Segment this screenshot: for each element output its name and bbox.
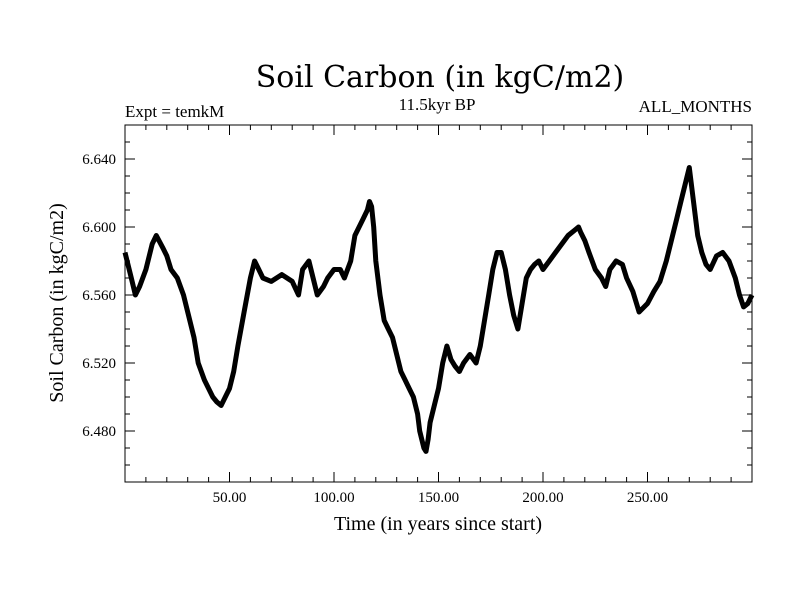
- plot-area: [122, 165, 755, 454]
- y-tick-label: 6.600: [82, 220, 116, 236]
- period-label: 11.5kyr BP: [399, 95, 476, 114]
- y-axis-label: Soil Carbon (in kgC/m2): [46, 203, 68, 402]
- plot-frame: [124, 124, 753, 483]
- x-tick-label: 50.00: [213, 490, 247, 506]
- x-tick-label: 150.00: [418, 490, 459, 506]
- series-line: [122, 165, 755, 454]
- y-tick-label: 6.640: [82, 152, 116, 168]
- y-tick-label: 6.560: [82, 288, 116, 304]
- x-tick-label: 200.00: [522, 490, 563, 506]
- expt-label: Expt = temkM: [125, 102, 224, 121]
- x-axis-label: Time (in years since start): [334, 513, 542, 535]
- y-tick-label: 6.480: [82, 424, 116, 440]
- axis-ticks: [125, 125, 752, 482]
- months-label: ALL_MONTHS: [639, 97, 752, 116]
- x-tick-label: 100.00: [313, 490, 354, 506]
- tick-labels: 50.00 100.00 150.00 200.00 250.00 6.480 6.520 6…: [82, 152, 668, 506]
- x-tick-label: 250.00: [627, 490, 668, 506]
- y-tick-label: 6.520: [82, 356, 116, 372]
- chart-title: Soil Carbon (in kgC/m2): [256, 60, 624, 95]
